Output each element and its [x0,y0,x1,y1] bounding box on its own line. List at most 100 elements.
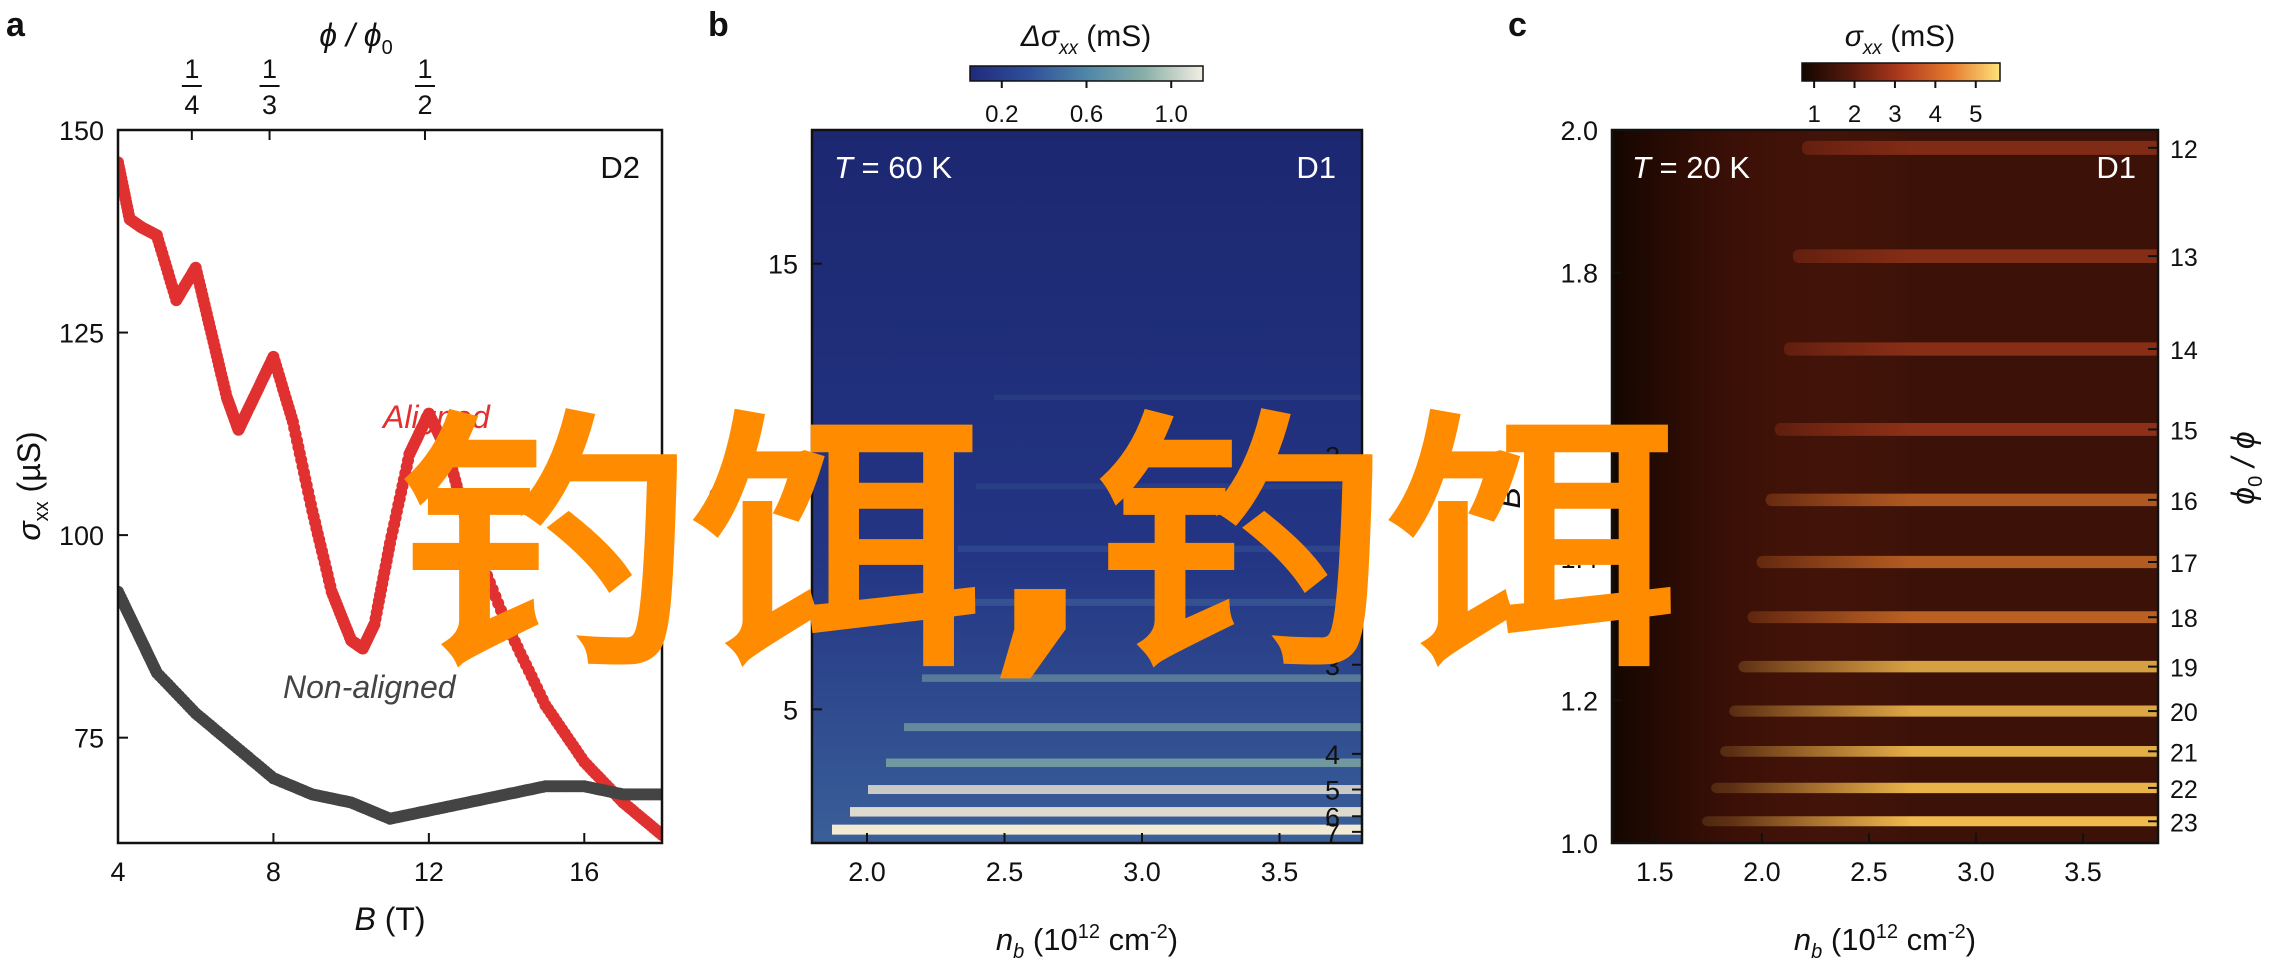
panel-a-top-tick-den: 4 [184,90,199,120]
panel-c-colorbar-label: σxx (mS) [1845,20,1955,59]
panel-b-frame [810,128,1364,845]
panel-c-yticks: 2.0 1.8 1.4 1.2 1.0 [1560,116,1622,859]
panel-c-colorbar-tick-label: 5 [1969,101,1982,128]
panel-a-point-nonaligned [656,788,662,801]
panel-b-colorbar-tick-label: 1.0 [1155,101,1188,128]
panel-c-ytick-label: 1.2 [1560,686,1598,716]
panel-b-colorbar-ticks: 0.2 0.6 1.0 [985,81,1188,128]
panel-a-top-ticks: 1 4 1 3 1 2 [181,54,435,140]
panel-c-colorbar-tick-label: 2 [1848,101,1861,128]
panel-a-ytick-label: 150 [59,116,104,146]
panel-b-ytick-label: 5 [783,695,798,725]
panel-c-xtick-label: 1.5 [1636,857,1674,887]
panel-c-right-tick-label: 15 [2170,417,2198,445]
panel-b-band [904,723,1362,732]
panel-c-colorbar-tick-label: 1 [1807,101,1820,128]
panel-b-band [940,598,1362,606]
panel-a-ytick-label: 125 [59,319,104,349]
panel-c-frame [1610,128,2160,845]
panel-b-yticks: 15 5 [768,250,822,725]
panel-c-right-tick-label: 18 [2170,605,2198,633]
panel-b-colorbar-tick-label: 0.6 [1070,101,1103,128]
panel-b-band [832,824,1362,835]
panel-a-xtick-label: 12 [414,857,444,887]
panel-b-band [958,545,1362,553]
panel-b-colorbar-label: Δσxx (mS) [1020,20,1152,59]
panel-b-right-ticks: 2 3 4 567 [1325,441,1362,848]
panel-c-ytick-label: 2.0 [1560,116,1598,146]
panel-c-right-tick-label: 21 [2170,739,2198,767]
panel-b-colorbar-tick-label: 0.2 [985,101,1018,128]
panel-c-right-tick-label: 22 [2170,776,2198,804]
panel-b-band [922,674,1362,682]
panel-c-ytick-label: 1.0 [1560,829,1598,859]
panel-a-top-axis-label: ϕ / ϕ0 [319,17,392,59]
panel-b-bands [832,394,1362,835]
panel-c-right-tick-label: 17 [2170,550,2198,578]
panel-a-xtick-label: 4 [110,857,125,887]
panel-b-right-tick-label: 5 [1325,776,1340,806]
panel-a-xticks: 4 8 12 16 [110,833,599,887]
panel-a-ylabel: σxx (µS) [11,431,53,540]
panel-a-ytick-label: 100 [59,521,104,551]
panel-c-xtick-label: 3.0 [1957,857,1995,887]
panel-a-frame [116,128,664,845]
panel-c-ylabel: B [1491,487,1527,508]
panel-b-xticks: 2.0 2.5 3.0 3.5 [848,833,1298,887]
panel-c-colorbar-tick-label: 3 [1888,101,1901,128]
panel-c-right-ticks: 12 13 14 15 16 17 18 19 20 21 22 23 [2148,136,2198,837]
panel-c-ytick-label: 1.8 [1560,259,1598,289]
panel-c-right-tick-label: 19 [2170,655,2198,683]
panel-c-right-tick-label: 23 [2170,809,2198,837]
panel-b-right-tick-label: 7 [1325,818,1340,848]
panel-b-sample-label: D1 [1296,150,1336,185]
panel-c-colorbar [1801,62,2001,82]
panel-b-ylabel: B [703,487,739,508]
panel-b-label: b [708,6,729,44]
panel-b-band [850,807,1362,817]
panel-b-right-tick-label: 3 [1325,651,1340,681]
panel-b-right-tick-label: 4 [1325,740,1340,770]
panel-a-yticks: 150 125 100 75 [59,116,128,754]
panel-c-right-tick-label: 20 [2170,699,2198,727]
panel-c-right-tick-label: 12 [2170,136,2198,164]
panel-b-band [868,785,1362,795]
panel-c-right-tick-label: 14 [2170,337,2198,365]
panel-a-points [118,156,662,841]
panel-c-ylabel-right: ϕ0 / ϕ [2225,431,2267,504]
panel-b-xtick-label: 3.0 [1123,857,1161,887]
panel-c-right-tick-label: 13 [2170,244,2198,272]
panel-a-top-tick-num: 1 [262,54,277,84]
panel-a-top-tick-num: 1 [417,54,432,84]
panel-c-colorbar-tick-label: 4 [1929,101,1942,128]
panel-b-ytick-label: 15 [768,250,798,280]
panel-c-label: c [1508,6,1527,44]
panel-b-xtick-label: 2.0 [848,857,886,887]
panel-a-xtick-label: 16 [569,857,599,887]
panel-c-xtick-label: 3.5 [2064,857,2102,887]
panel-c-xlabel: nb (1012 cm-2) [1794,921,1976,963]
panel-c-xtick-label: 2.5 [1850,857,1888,887]
panel-a-top-tick-den: 2 [417,90,432,120]
panel-c: 1.5 2.0 2.5 3.0 3.5 2.01.81.41.21.0 12131415… [1491,20,2267,963]
panel-b-right-tick-label: 6 [1325,802,1340,832]
panel-a-series-label-aligned: Aligned [381,399,491,435]
panel-b-temperature-label: T = 60 K [834,150,952,185]
panel-b-right-tick-label: 2 [1325,441,1340,471]
panel-c-right-tick-label: 16 [2170,488,2198,516]
panel-b-band [976,483,1362,490]
panel-c-sample-label: D1 [2096,150,2136,185]
panel-a-label: a [6,6,26,44]
panel-a-top-tick-num: 1 [184,54,199,84]
panel-c-xtick-label: 2.0 [1743,857,1781,887]
panel-b-band [886,758,1362,768]
panel-b-band [994,394,1362,401]
panel-a-sample-label: D2 [600,150,640,185]
panel-a-xtick-label: 8 [266,857,281,887]
panel-b-xlabel: nb (1012 cm-2) [996,921,1178,963]
panel-a-point-aligned [656,828,662,841]
